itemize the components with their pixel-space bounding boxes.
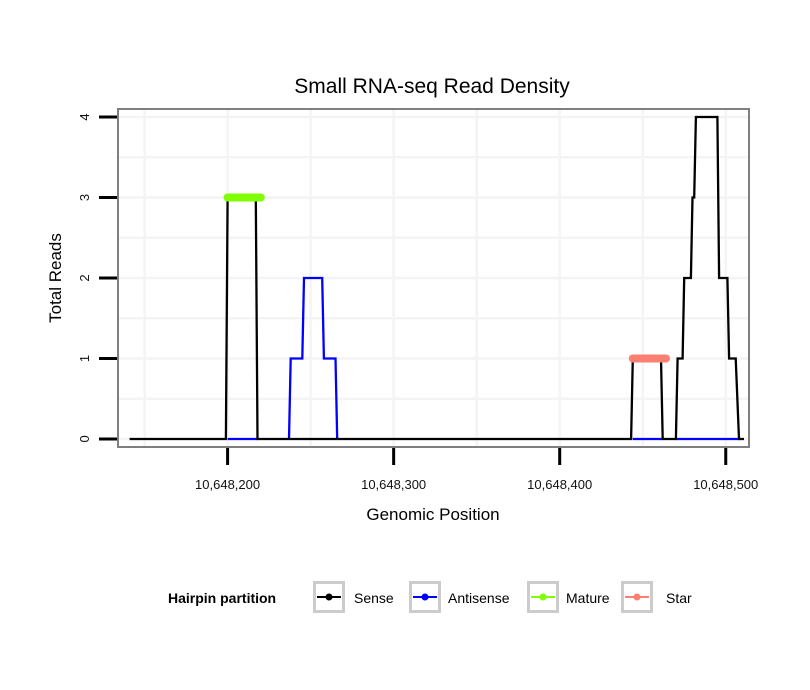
legend-entry-star: Star	[621, 581, 692, 613]
legend-entry-sense: Sense	[313, 581, 394, 613]
x-tick-label: 10,648,400	[527, 477, 592, 492]
y-tick-label: 0	[77, 435, 92, 442]
x-axis-title: Genomic Position	[366, 505, 499, 524]
legend-key-point	[633, 593, 641, 601]
x-axis: 10,648,200 10,648,300 10,648,400 10,648,500	[195, 448, 758, 492]
plot-border	[117, 108, 750, 448]
y-tick-label: 3	[77, 194, 92, 201]
y-axis-title: Total Reads	[46, 233, 65, 323]
legend-entry-mature: Mature	[527, 581, 610, 613]
x-tick-label: 10,648,500	[693, 477, 758, 492]
y-axis: 0 1 2 3 4	[77, 113, 117, 443]
series-layer	[129, 115, 744, 441]
y-tick-label: 1	[77, 355, 92, 362]
x-tick-label: 10,648,300	[361, 477, 426, 492]
legend-label: Mature	[566, 590, 610, 606]
y-tick-label: 2	[77, 274, 92, 281]
legend-key-point	[539, 593, 547, 601]
legend-key-point	[421, 593, 429, 601]
series-sense-line	[337, 115, 744, 441]
x-tick-label: 10,648,200	[195, 477, 260, 492]
legend-label: Star	[666, 590, 692, 606]
legend-label: Sense	[354, 590, 394, 606]
legend-entry-antisense: Antisense	[409, 581, 510, 613]
legend: Hairpin partition Sense Antisense Mature St…	[168, 581, 692, 613]
legend-key-point	[325, 593, 333, 601]
legend-label: Antisense	[448, 590, 510, 606]
series-antisense-line	[287, 276, 339, 440]
legend-title: Hairpin partition	[168, 590, 276, 606]
chart-title: Small RNA-seq Read Density	[294, 75, 570, 98]
y-tick-label: 4	[77, 113, 92, 120]
